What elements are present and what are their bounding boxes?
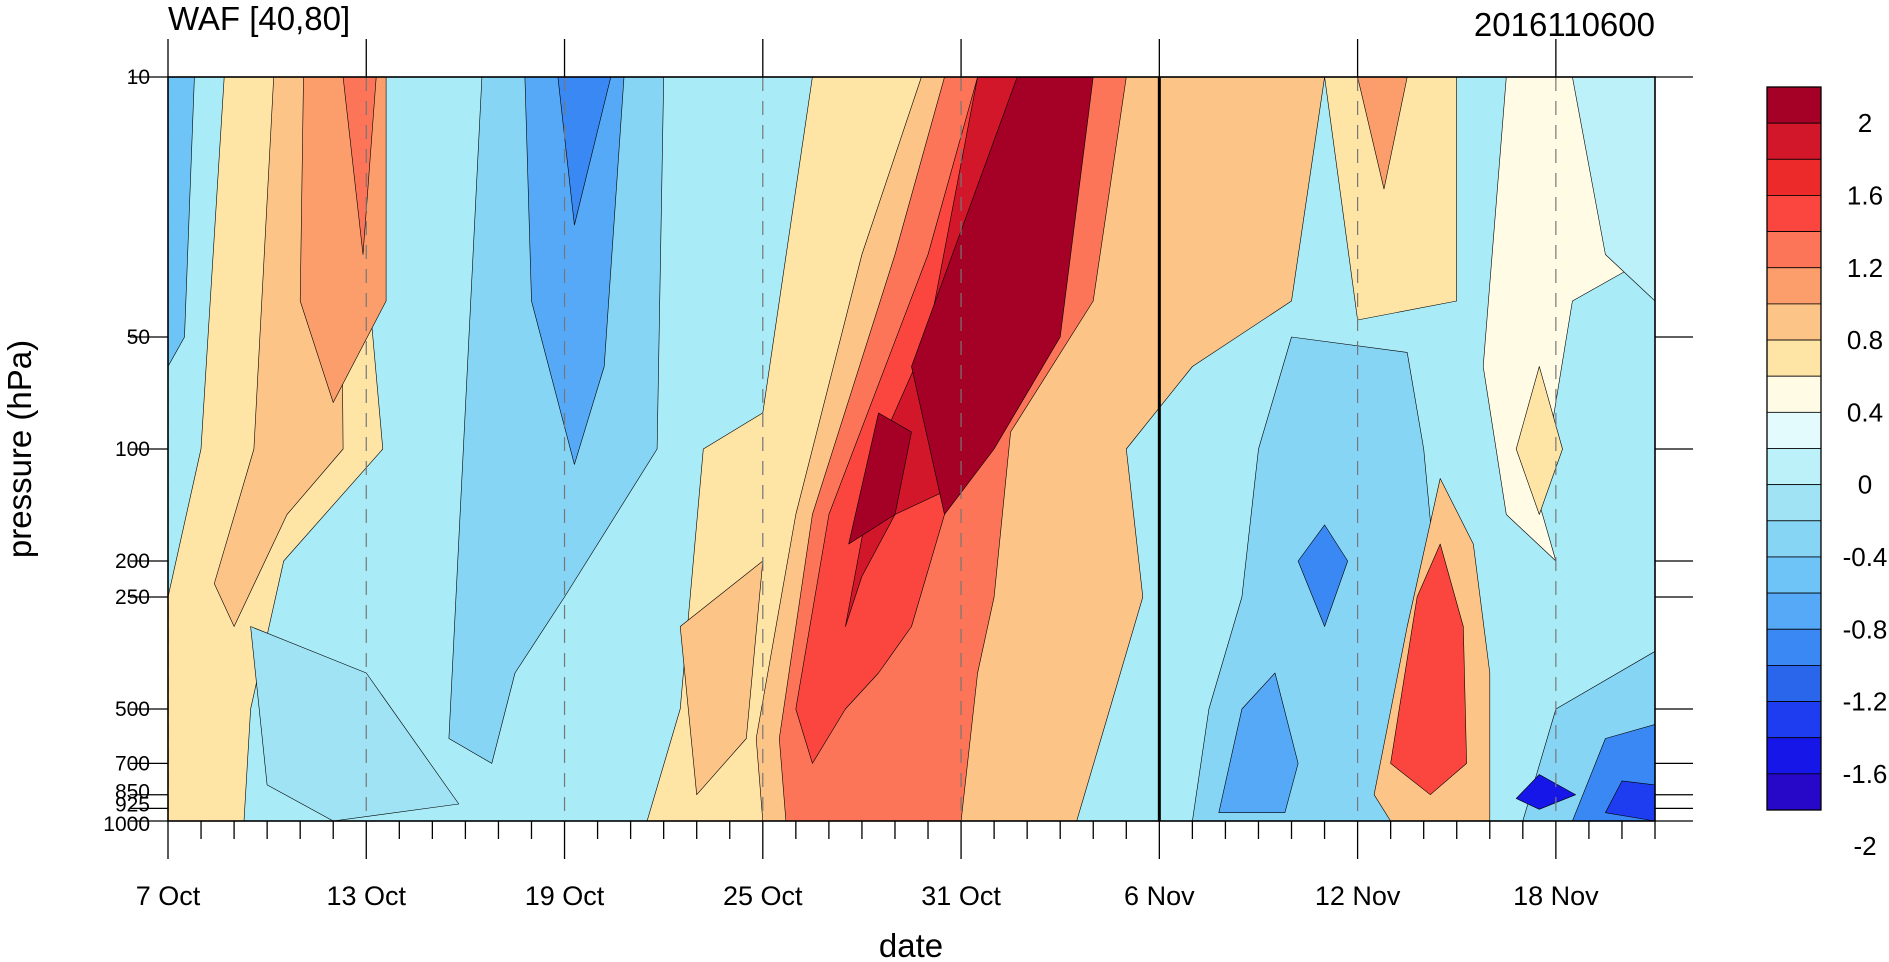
y-tick-label: 250 [115, 586, 150, 609]
neg-low-level-early [250, 626, 460, 821]
neg-upper-right [1572, 77, 1655, 302]
colorbar-label: -2 [1853, 831, 1876, 861]
colorbar-swatch [1766, 628, 1822, 666]
x-tick-label: 13 Oct [326, 881, 406, 911]
y-tick-label: 100 [115, 438, 150, 461]
colorbar-label: 2 [1858, 108, 1872, 138]
colorbar-label: -0.8 [1843, 614, 1888, 644]
colorbar-swatch [1766, 484, 1822, 522]
date-gridlines [168, 77, 1557, 821]
y-axis-title: pressure (hPa) [1, 340, 38, 558]
pos-band-23oct-inner [679, 560, 764, 795]
colorbar-swatch [1766, 122, 1822, 160]
neg-lower-right-3 [1605, 780, 1655, 821]
x-tick-label: 19 Oct [525, 881, 605, 911]
colorbar-label: -0.4 [1843, 542, 1888, 572]
plot-area [168, 77, 1655, 821]
y-tick-label: 850 [115, 781, 150, 804]
colorbar-swatch [1766, 375, 1822, 413]
colorbar-label: 0.4 [1847, 397, 1883, 427]
colorbar-swatch [1766, 665, 1822, 702]
colorbar-label: 1.2 [1847, 253, 1883, 283]
pos-max-core [911, 77, 1094, 515]
colorbar-label: 1.6 [1847, 180, 1883, 210]
contour-fields [168, 77, 1655, 821]
colorbar-swatch [1766, 592, 1822, 630]
colorbar-swatch [1766, 411, 1822, 449]
colorbar: 2 1.6 1.2 0.8 0.4 0 -0.4 -0.8 -1.2 -1.6 -2 [1766, 86, 1888, 861]
x-tick-label: 25 Oct [723, 881, 803, 911]
colorbar-label: -1.2 [1843, 687, 1888, 717]
colorbar-swatch [1766, 737, 1822, 775]
pos-max-core-b [848, 412, 912, 545]
x-axis-title: date [879, 927, 943, 962]
y-tick-label: 925 [115, 793, 150, 816]
colorbar-swatch [1766, 520, 1822, 558]
y-tick-label: 200 [115, 550, 150, 573]
y-tick-label: 700 [115, 752, 150, 775]
chart-title-right: 2016110600 [1474, 6, 1655, 43]
colorbar-swatch [1766, 448, 1822, 486]
colorbar-swatch [1766, 195, 1822, 232]
pos-upper-6nov-inner [1357, 77, 1408, 190]
chart-title-left: WAF [40,80] [168, 0, 350, 37]
colorbar-swatch [1766, 701, 1822, 739]
colorbar-label: 0 [1858, 470, 1872, 500]
colorbar-frame [1766, 86, 1822, 811]
colorbar-swatch [1766, 339, 1822, 377]
x-tick-label: 12 Nov [1315, 881, 1401, 911]
x-tick-label: 31 Oct [921, 881, 1001, 911]
colorbar-swatch [1766, 267, 1822, 305]
colorbar-swatch [1766, 86, 1822, 124]
colorbar-label: -1.6 [1843, 759, 1888, 789]
colorbar-label: 0.8 [1847, 325, 1883, 355]
y-tick-label: 500 [115, 698, 150, 721]
colorbar-swatch [1766, 556, 1822, 594]
x-axis: 7 Oct 13 Oct 19 Oct 25 Oct 31 Oct 6 Nov 12 Nov… [136, 39, 1656, 911]
neg-core-4nov [1297, 524, 1348, 627]
pos-band-7nov-inner [1390, 543, 1467, 795]
x-tick-label: 18 Nov [1513, 881, 1599, 911]
colorbar-swatch [1766, 158, 1822, 196]
x-tick-label: 6 Nov [1124, 881, 1195, 911]
neg-band-3nov-inner [1218, 672, 1299, 813]
pos-core-13oct-inner [342, 77, 377, 255]
neg-min-core [1515, 774, 1576, 810]
y-tick-label: 10 [127, 66, 150, 89]
neg-core-19oct [524, 77, 625, 465]
colorbar-swatch [1766, 303, 1822, 341]
x-tick-label: 7 Oct [136, 881, 201, 911]
y-tick-label: 50 [127, 326, 150, 349]
y-tick-label: 1000 [103, 813, 150, 836]
pos-core-12nov [1515, 366, 1563, 515]
colorbar-swatch [1766, 231, 1822, 269]
neg-core-19oct-inner [557, 77, 612, 226]
neg-upper-left [168, 77, 195, 367]
colorbar-swatch [1766, 773, 1822, 811]
